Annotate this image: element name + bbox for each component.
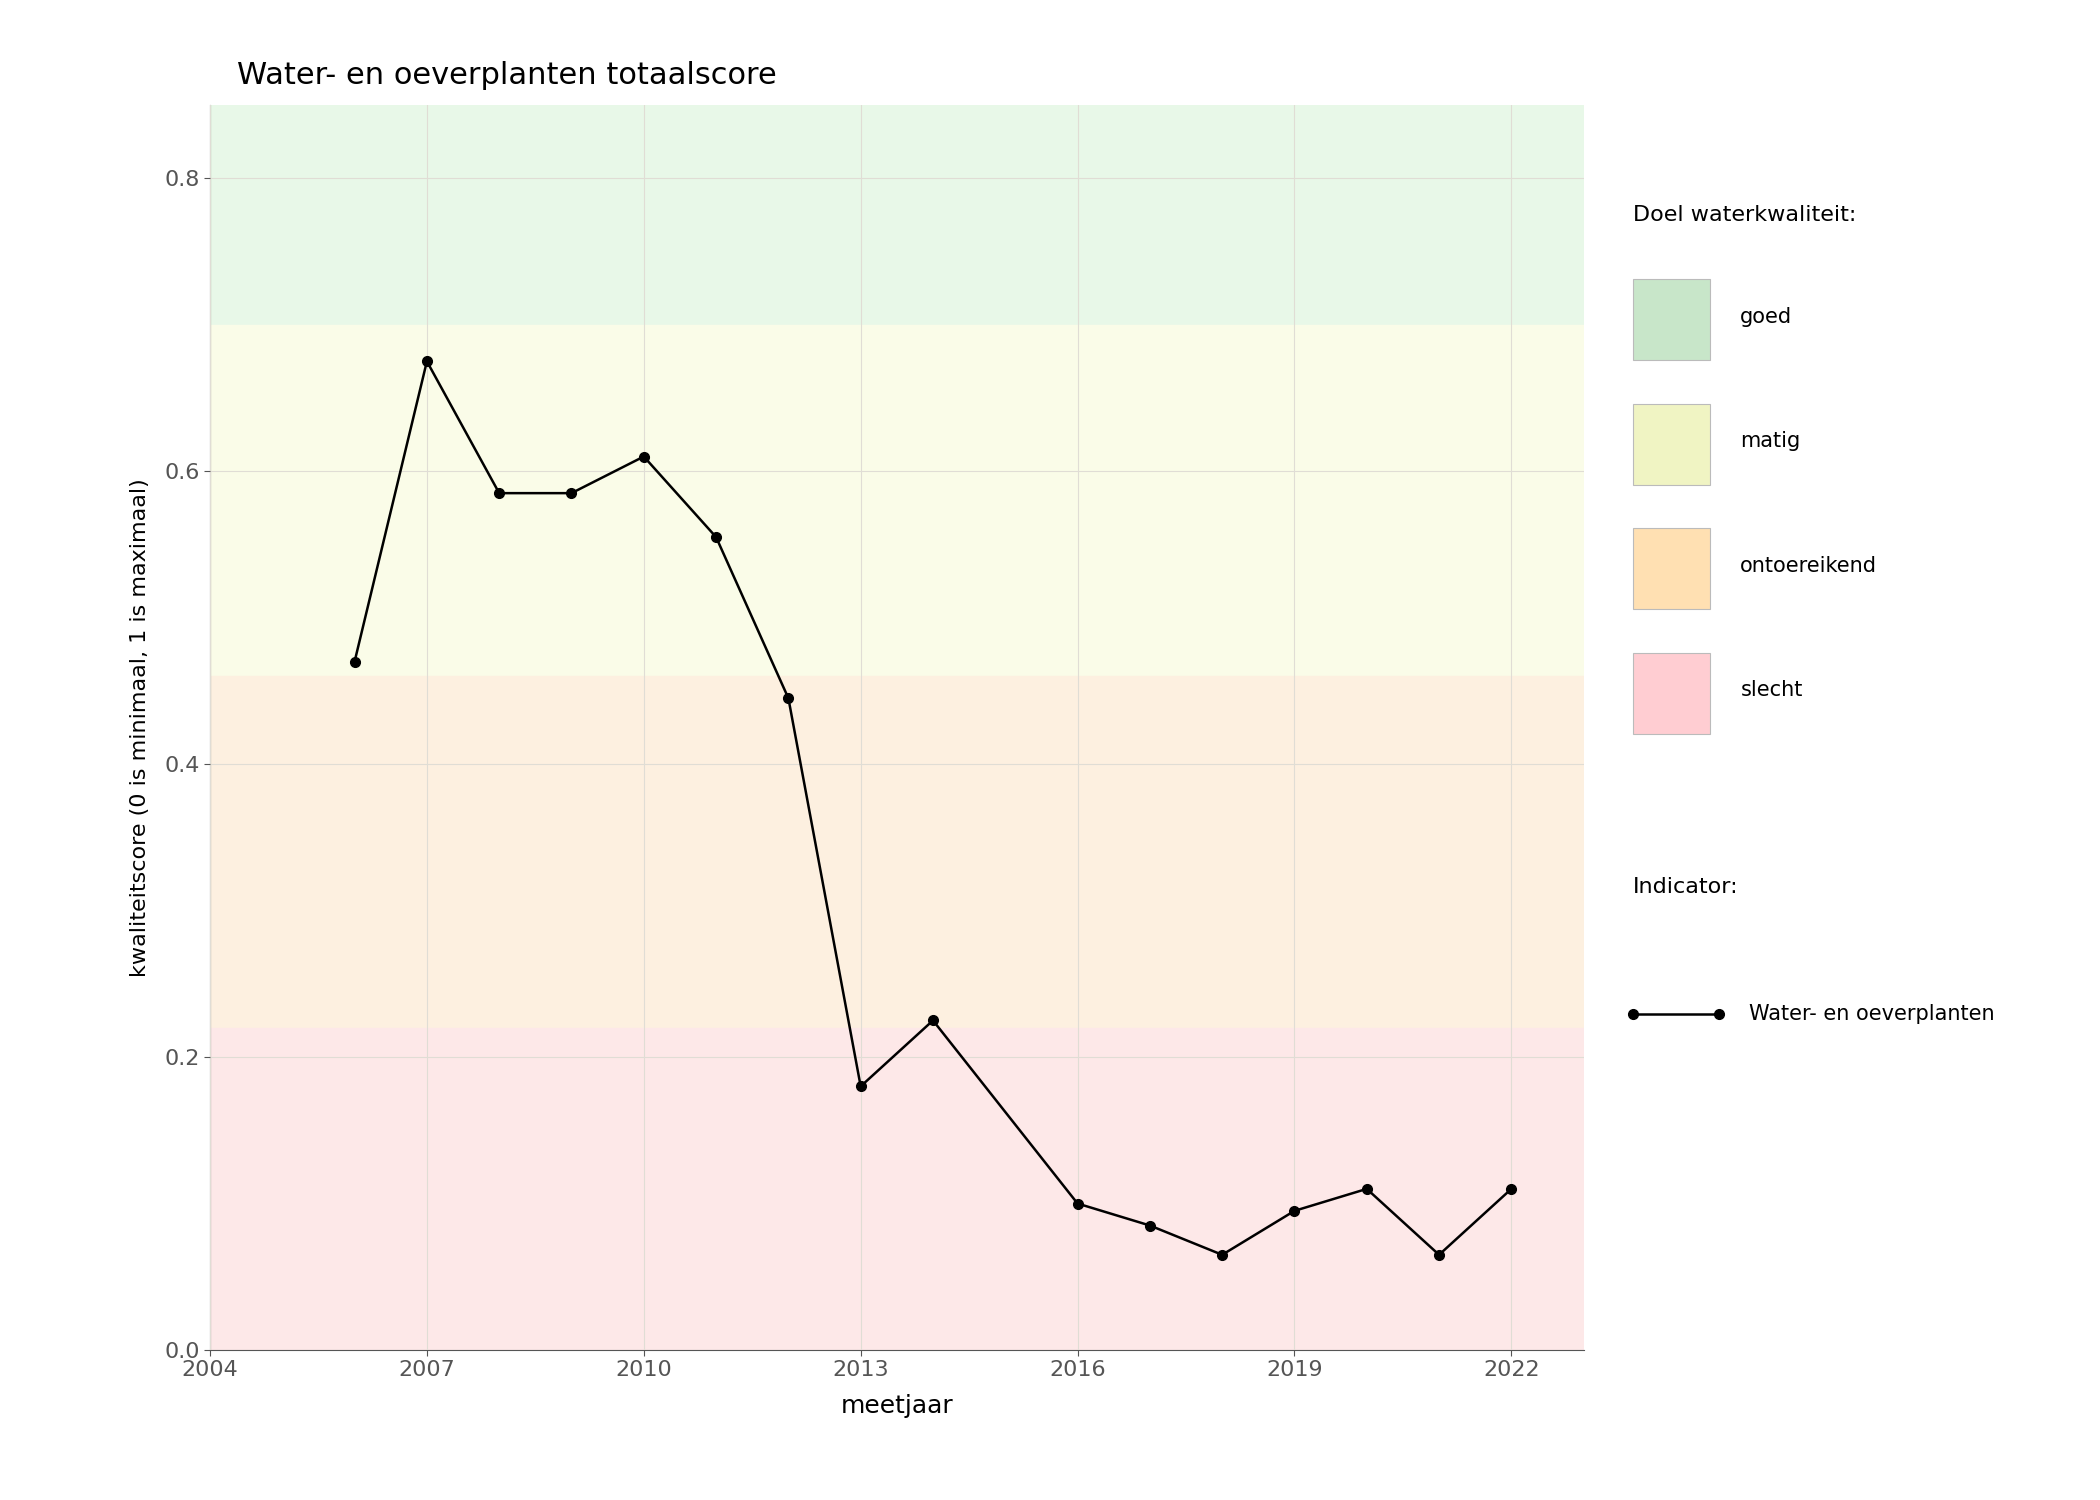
Text: ontoereikend: ontoereikend (1741, 555, 1877, 576)
FancyBboxPatch shape (1634, 404, 1709, 484)
Bar (210, 324, 1583, 676)
Y-axis label: kwaliteitscore (0 is minimaal, 1 is maximaal): kwaliteitscore (0 is minimaal, 1 is maxi… (130, 478, 151, 976)
Text: matig: matig (1741, 430, 1800, 451)
Text: Water- en oeverplanten: Water- en oeverplanten (1749, 1004, 1995, 1025)
Text: goed: goed (1741, 306, 1793, 327)
FancyBboxPatch shape (1634, 279, 1709, 360)
X-axis label: meetjaar: meetjaar (840, 1395, 953, 1419)
Text: Doel waterkwaliteit:: Doel waterkwaliteit: (1634, 204, 1856, 225)
FancyBboxPatch shape (1634, 528, 1709, 609)
Bar (210, 90, 1583, 324)
Text: Indicator:: Indicator: (1634, 878, 1739, 897)
Bar (210, 676, 1583, 1028)
FancyBboxPatch shape (1634, 652, 1709, 734)
Text: slecht: slecht (1741, 680, 1802, 700)
Bar (210, 1028, 1583, 1350)
Text: Water- en oeverplanten totaalscore: Water- en oeverplanten totaalscore (237, 62, 777, 90)
